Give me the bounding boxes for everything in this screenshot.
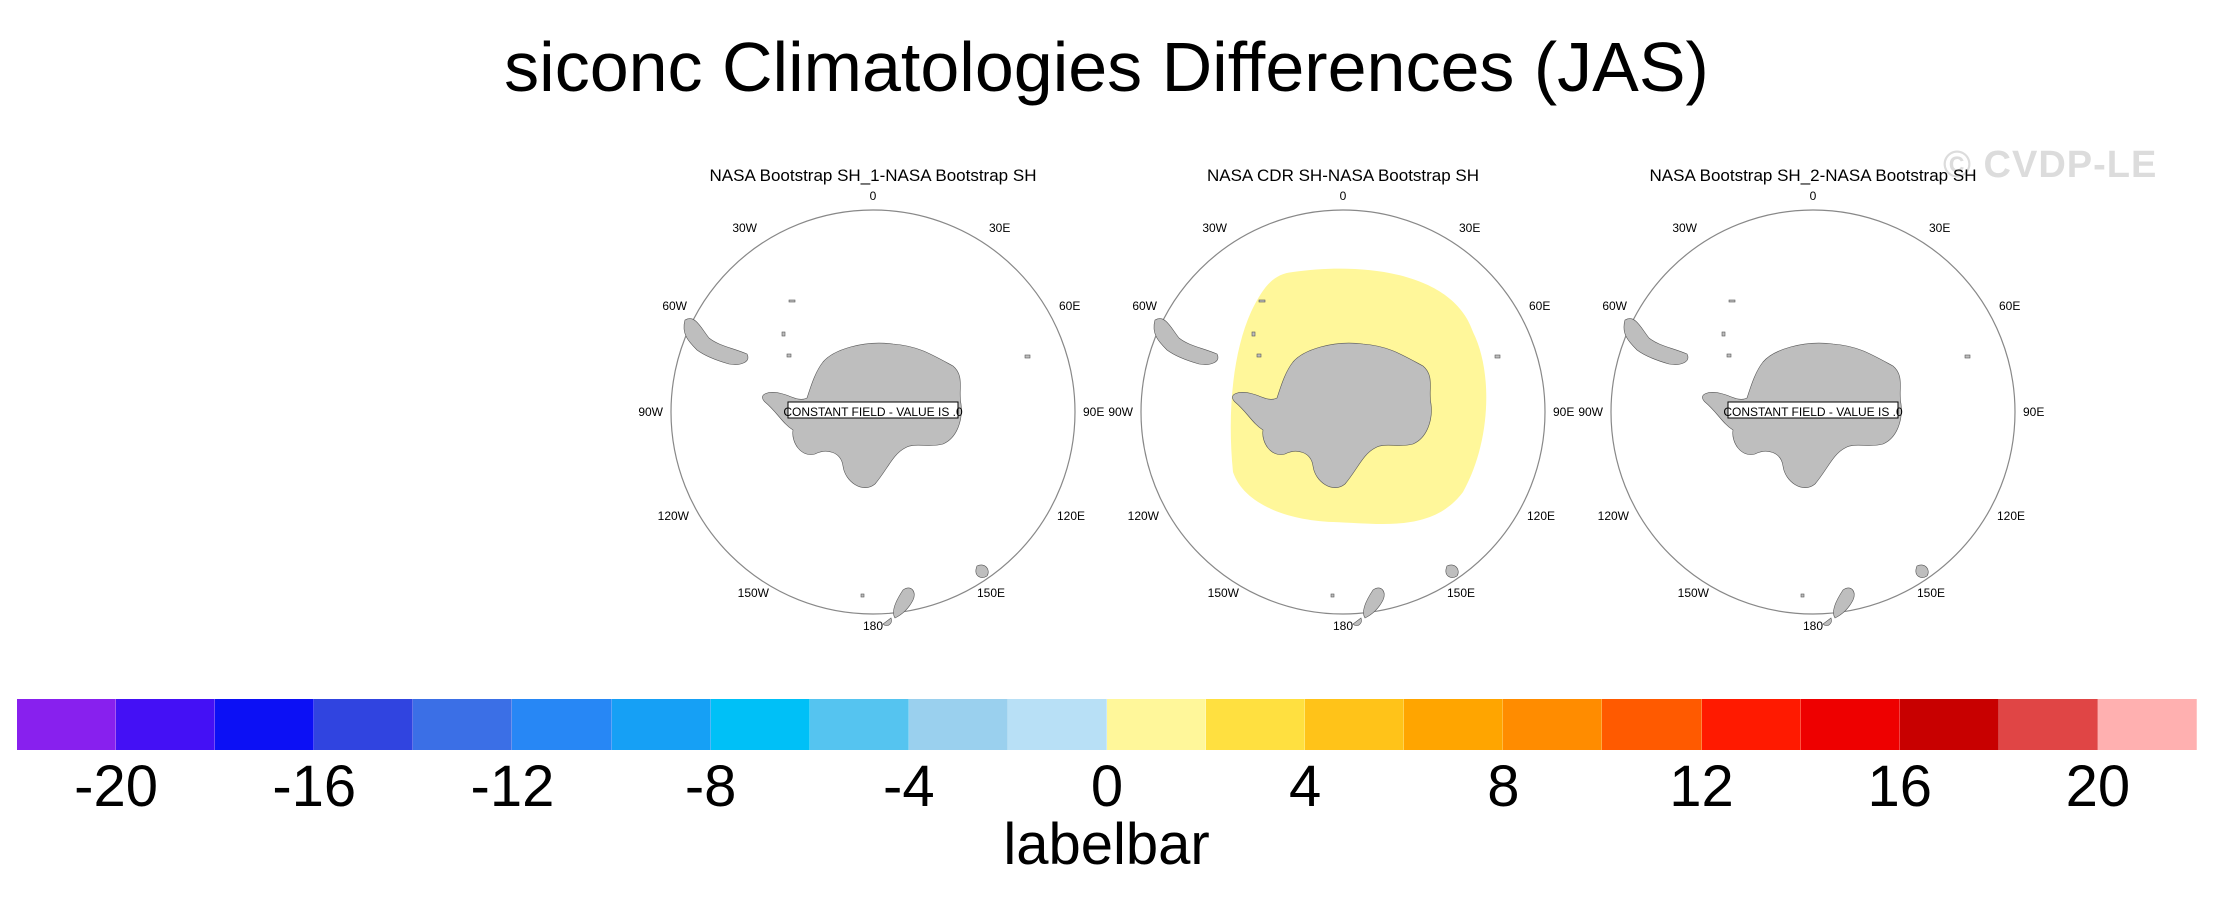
lon-label-right: 90E [1553,405,1574,419]
lon-label-lower_right: 150E [977,586,1005,600]
panel-title-1: NASA Bootstrap SH_1-NASA Bootstrap SH [709,166,1037,185]
constant-field-box [1727,401,1899,419]
lon-label-mid_lower_right: 120E [1527,509,1555,523]
lon-label-lower_left: 150W [1208,586,1240,600]
lon-label-left: 90W [638,405,663,419]
colorbar-tick-label: 4 [1289,754,1322,819]
colorbar-swatch [413,699,513,750]
colorbar-swatch [1800,699,1900,750]
colorbar-swatch [1305,699,1405,750]
polar-map-2: 0 180 30W 30E 60W 60E 90W 90E 120W 120E 150W 150E [1108,189,1574,633]
land-tas [1915,564,1929,579]
colorbar-swatch [1206,699,1306,750]
lon-label-mid_lower_left: 120W [1598,509,1630,523]
constant-field-note: CONSTANT FIELD - VALUE IS .0 [1723,405,1903,419]
colorbar-swatch [611,699,711,750]
colorbar-swatch [1602,699,1702,750]
lon-label-bottom: 180 [863,619,883,633]
panel-title-3: NASA Bootstrap SH_2-NASA Bootstrap SH [1649,166,1977,185]
land-sam [1623,318,1689,366]
lon-label-top: 0 [870,189,877,203]
lon-label-bottom: 180 [1333,619,1353,633]
map-boundary [1610,209,2016,615]
lon-label-mid_lower_left: 120W [658,509,690,523]
lon-label-right: 90E [2023,405,2044,419]
lon-label-lower_left: 150W [738,586,770,600]
colorbar-swatch [1701,699,1801,750]
polar-maps: 0 180 30W 30E 60W 60E 90W 90E 120W 120E 150W 150E CO… [638,189,2044,633]
lon-label-right: 90E [1083,405,1104,419]
map-boundary [1140,209,1546,615]
colorbar-tick-label: -12 [470,754,555,819]
lon-label-lower_right: 150E [1447,586,1475,600]
colorbar-swatch [17,699,117,750]
colorbar-swatch [1107,699,1207,750]
lon-label-top: 0 [1340,189,1347,203]
colorbar-swatch [1007,699,1107,750]
lon-label-mid_upper_right: 60E [1059,299,1080,313]
colorbar-tick-label: -4 [883,754,935,819]
lon-label-mid_upper_left: 60W [1602,299,1627,313]
watermark: © CVDP-LE [1943,144,2158,186]
colorbar-swatch [1404,699,1504,750]
colorbar-label: labelbar [1003,812,1210,877]
lon-label-mid_lower_left: 120W [1128,509,1160,523]
lon-label-upper_left: 30W [1672,221,1697,235]
colorbar-swatch [116,699,216,750]
colorbar-swatch [314,699,414,750]
colorbar-swatch [512,699,612,750]
lon-label-upper_right: 30E [989,221,1010,235]
colorbar-tick-label: -20 [74,754,158,819]
colorbar [17,699,2197,750]
panel-title-2: NASA CDR SH-NASA Bootstrap SH [1206,166,1480,185]
polar-map-1: 0 180 30W 30E 60W 60E 90W 90E 120W 120E 150W 150E CO… [638,189,1104,633]
page-title: siconc Climatologies Differences (JAS) [504,28,1709,106]
polar-map-3: 0 180 30W 30E 60W 60E 90W 90E 120W 120E 150W 150E CO… [1578,189,2044,633]
map-boundary [670,209,1076,615]
lon-label-upper_right: 30E [1459,221,1480,235]
colorbar-swatch [809,699,909,750]
colorbar-swatch [215,699,315,750]
colorbar-swatch [1503,699,1603,750]
colorbar-swatch [908,699,1008,750]
colorbar-tick-label: 12 [1669,754,1734,819]
lon-label-lower_right: 150E [1917,586,1945,600]
lon-label-left: 90W [1108,405,1133,419]
lon-label-left: 90W [1578,405,1603,419]
lon-label-mid_upper_right: 60E [1529,299,1550,313]
land-sam [683,318,749,366]
colorbar-tick-label: 16 [1867,754,1932,819]
land-nz [1352,587,1385,627]
lon-label-mid_upper_left: 60W [1132,299,1157,313]
lon-label-lower_left: 150W [1678,586,1710,600]
colorbar-tick-label: 8 [1487,754,1520,819]
lon-label-bottom: 180 [1803,619,1823,633]
colorbar-tick-label: -16 [272,754,357,819]
land-sam [1153,318,1219,366]
constant-field-note: CONSTANT FIELD - VALUE IS .0 [783,405,963,419]
lon-label-top: 0 [1810,189,1817,203]
lon-label-mid_lower_right: 120E [1057,509,1085,523]
colorbar-swatch [2097,699,2197,750]
colorbar-tick-label: 0 [1090,754,1124,819]
lon-label-mid_upper_left: 60W [662,299,687,313]
lon-label-mid_lower_right: 120E [1997,509,2025,523]
land-tas [1445,564,1459,579]
colorbar-swatch [710,699,810,750]
colorbar-swatch [1998,699,2098,750]
land-nz [1822,587,1855,627]
lon-label-upper_left: 30W [732,221,757,235]
lon-label-mid_upper_right: 60E [1999,299,2020,313]
lon-label-upper_left: 30W [1202,221,1227,235]
land-nz [882,587,915,627]
constant-field-box [787,401,959,419]
land-tas [975,564,989,579]
colorbar-swatch [1899,699,1999,750]
lon-label-upper_right: 30E [1929,221,1950,235]
colorbar-tick-label: -8 [684,754,737,819]
colorbar-tick-label: 20 [2065,754,2131,819]
